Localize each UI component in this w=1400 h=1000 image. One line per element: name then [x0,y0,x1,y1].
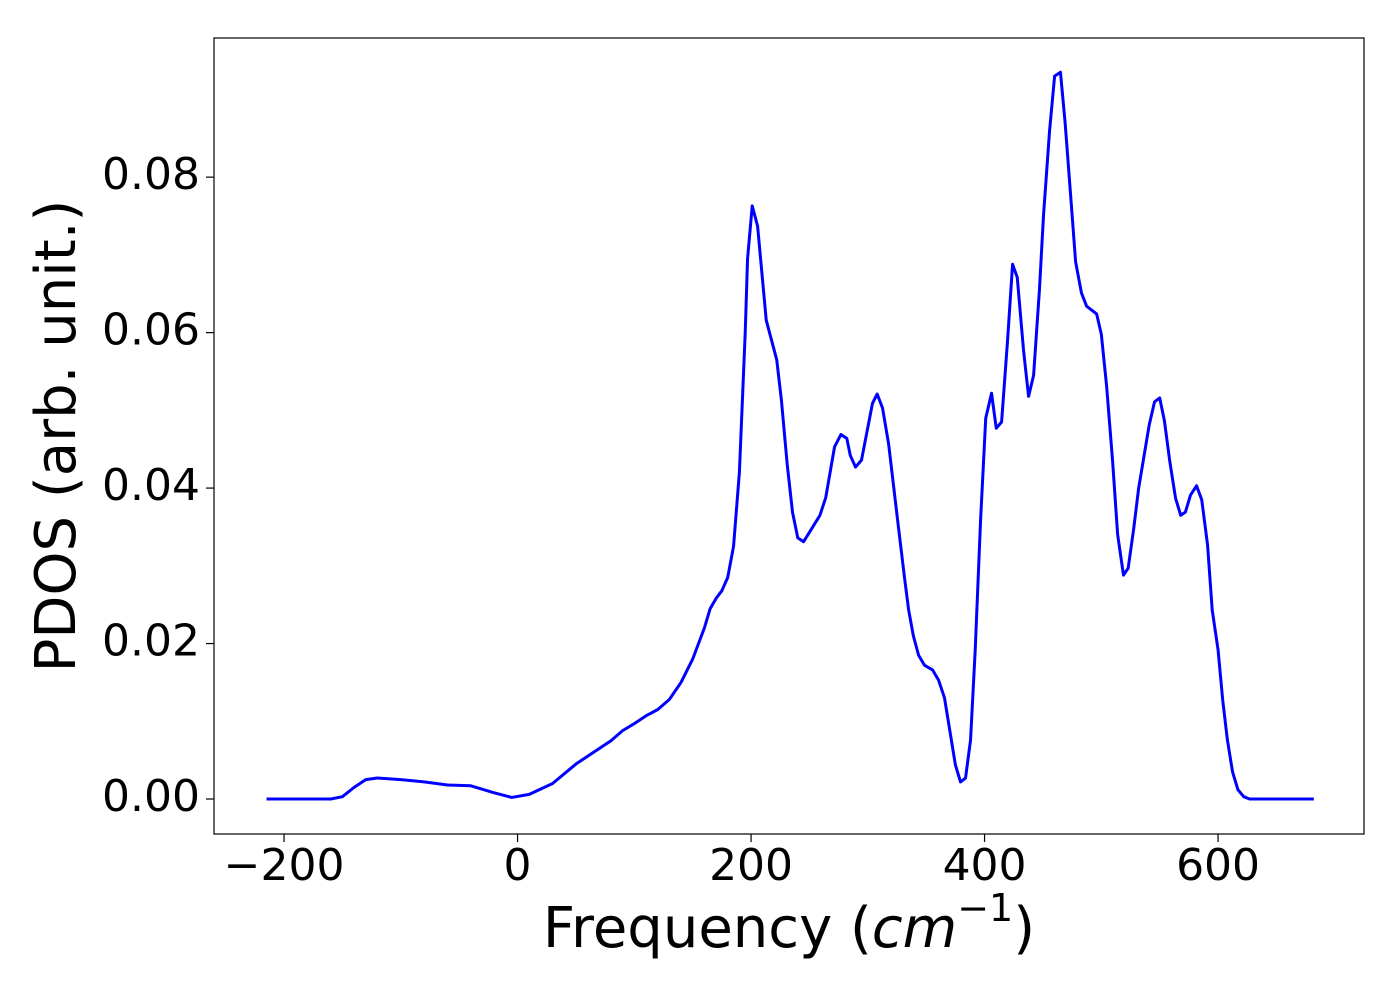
data-line [266,70,1314,801]
y-tick-label: 0.06 [102,305,200,356]
y-tick-label: 0.04 [102,460,200,511]
x-tick-label: 600 [1176,840,1260,891]
y-tick-label: 0.02 [102,616,200,667]
x-tick-label: −200 [224,840,345,891]
x-axis-label: Frequency (cm−1) [543,886,1035,962]
x-label-unit: cm [872,896,957,961]
y-tick-label: 0.00 [102,771,200,822]
x-tick-label: 400 [943,840,1027,891]
x-tick-label: 200 [709,840,793,891]
x-label-text: Frequency ( [543,896,872,961]
y-tick-label: 0.08 [102,149,200,200]
plot-frame [213,37,1365,835]
x-label-exponent: −1 [957,886,1013,930]
y-axis-label: PDOS (arb. unit.) [24,200,89,673]
x-tick-label: 0 [504,840,532,891]
x-label-close: ) [1013,896,1035,961]
